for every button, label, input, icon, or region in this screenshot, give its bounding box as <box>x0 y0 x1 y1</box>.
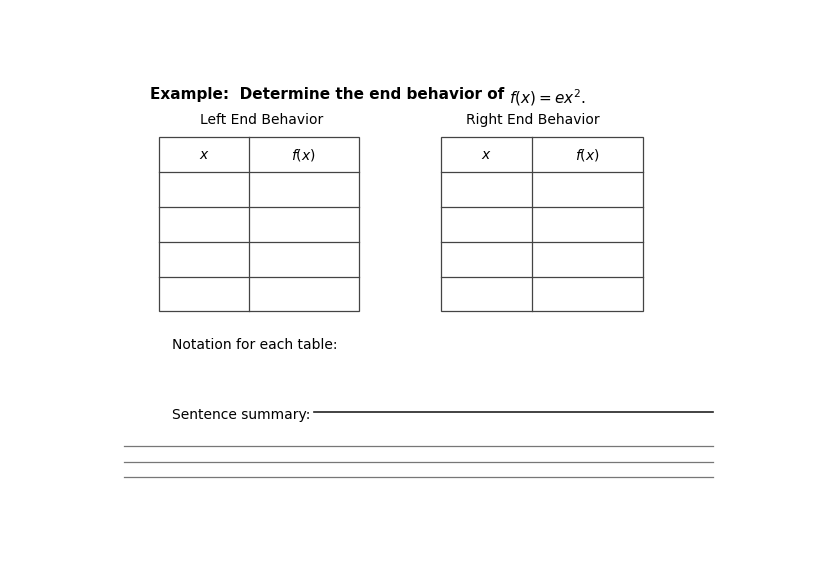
Text: $x$: $x$ <box>199 148 209 162</box>
Text: Left End Behavior: Left End Behavior <box>200 114 324 128</box>
Text: Sentence summary:: Sentence summary: <box>172 408 310 422</box>
Text: $f(x)$: $f(x)$ <box>292 147 316 163</box>
Text: Notation for each table:: Notation for each table: <box>172 337 337 351</box>
Text: Right End Behavior: Right End Behavior <box>467 114 600 128</box>
Text: $x$: $x$ <box>481 148 492 162</box>
Text: Example:  Determine the end behavior of: Example: Determine the end behavior of <box>150 88 509 102</box>
Text: $f(x)$: $f(x)$ <box>575 147 600 163</box>
Text: $f(x) = ex^2.$: $f(x) = ex^2.$ <box>509 88 586 108</box>
